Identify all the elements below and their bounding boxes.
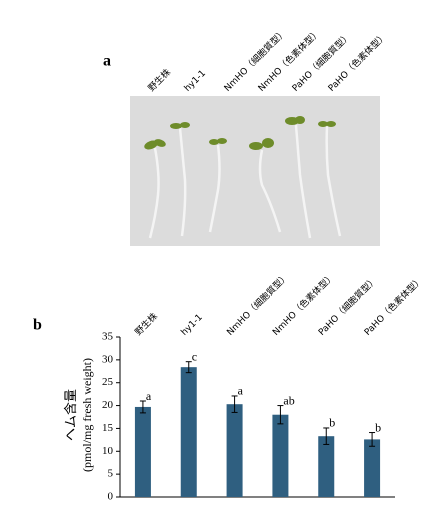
photo-label: NmHO（細胞質型） [221,26,288,93]
y-tick-label: 15 [102,422,114,434]
error-bar [277,405,284,425]
bar [180,367,197,497]
photo-label: 野生株 [145,66,173,94]
bar [364,439,381,497]
x-tick-label: hy1-1 [180,313,205,338]
x-tick-label: 野生株 [132,310,160,338]
photo-label: PaHO（色素体型） [325,30,389,94]
panel-label: b [33,317,42,334]
significance-letter: b [329,416,335,430]
y-axis-unit: (pmol/mg fresh weight) [80,358,94,472]
significance-letter: b [375,420,381,434]
error-bar [231,395,238,413]
error-bar [139,400,146,414]
significance-letter: c [192,349,197,363]
y-tick-label: 25 [102,376,114,388]
photo-label: NmHO（色素体型） [255,26,322,93]
photo-label: hy1-1 [183,69,208,94]
bar [226,404,243,497]
y-axis-title: ヘム含量 [63,389,78,441]
significance-letter: a [146,389,152,403]
error-bar [323,427,330,445]
photo-background [130,96,380,246]
bar [134,406,151,497]
y-tick-label: 30 [102,353,114,365]
photo [130,96,380,246]
bar [318,436,335,497]
error-bar [185,361,192,374]
seedling-stems [148,124,342,239]
cotyledons [144,116,336,150]
significance-letter: ab [283,393,294,407]
y-tick-label: 10 [102,445,114,457]
y-tick-label: 0 [108,491,114,503]
y-tick-label: 5 [108,468,114,480]
panel-label: a [103,53,111,70]
y-tick-label: 20 [102,399,114,411]
photo-label: PaHO（細胞質型） [289,30,353,94]
significance-letter: a [238,384,244,398]
y-tick-label: 35 [102,331,114,343]
error-bar [369,432,376,447]
bar [272,414,289,497]
